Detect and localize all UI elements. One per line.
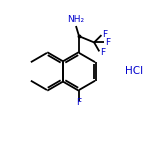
Text: F: F	[100, 48, 105, 57]
Text: F: F	[102, 30, 108, 39]
Text: F: F	[76, 98, 82, 107]
Text: NH₂: NH₂	[67, 15, 84, 24]
Text: F: F	[105, 38, 111, 47]
Text: HCl: HCl	[125, 66, 144, 76]
